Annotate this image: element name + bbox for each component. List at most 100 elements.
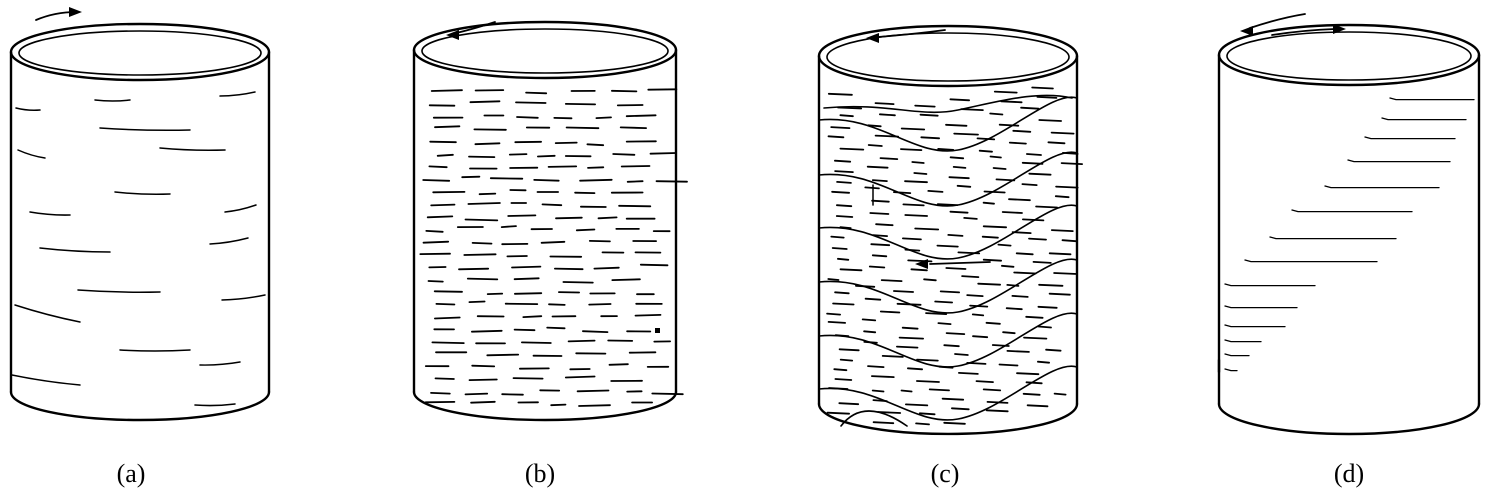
crack-line — [1269, 236, 1397, 240]
cylinder-b — [412, 20, 688, 422]
surface-dash — [1001, 264, 1015, 268]
surface-dash — [425, 229, 444, 233]
surface-streak — [39, 247, 111, 253]
surface-dash — [1023, 336, 1048, 340]
surface-dash — [989, 112, 1004, 116]
surface-dash — [880, 279, 903, 283]
surface-dash — [1038, 283, 1064, 287]
caption-a: (a) — [117, 459, 146, 488]
surface-dash — [945, 123, 968, 127]
ink-speck — [655, 328, 660, 333]
surface-streak — [219, 91, 256, 97]
rotation-arrowhead — [446, 30, 459, 40]
surface-dash — [537, 154, 556, 158]
crack-line — [1364, 136, 1456, 140]
surface-dash — [513, 277, 540, 281]
surface-dash — [466, 277, 499, 281]
surface-dash — [1026, 404, 1049, 408]
surface-dash — [928, 388, 950, 392]
surface-dash — [916, 380, 940, 383]
surface-dash — [464, 218, 499, 222]
surface-dash — [982, 388, 1002, 392]
surface-dash — [547, 165, 578, 168]
surface-streak — [209, 237, 249, 245]
surface-dash — [422, 240, 450, 244]
surface-streak — [14, 304, 81, 323]
surface-dash — [1036, 96, 1058, 99]
surface-dash — [620, 165, 651, 168]
surface-dash — [900, 148, 923, 152]
cylinder-inner-rim — [18, 30, 262, 76]
surface-dash — [826, 411, 850, 415]
surface-dash — [855, 284, 876, 288]
surface-dash — [1022, 218, 1045, 222]
rotation-arrowhead — [69, 7, 82, 17]
surface-dash — [839, 114, 854, 118]
surface-dash — [1020, 106, 1040, 110]
surface-dash — [515, 101, 547, 104]
surface-dash — [428, 165, 448, 169]
surface-streak — [114, 191, 171, 195]
surface-dash — [562, 281, 594, 284]
surface-dash — [839, 268, 863, 272]
crack-line — [1324, 185, 1440, 189]
surface-dash — [1015, 252, 1034, 256]
cylinder-top-rim — [9, 22, 271, 82]
surface-dash — [872, 421, 895, 425]
wavy-band — [823, 94, 1073, 114]
surface-dash — [512, 377, 544, 380]
surface-dash — [634, 313, 662, 317]
surface-dash — [969, 304, 989, 308]
surface-dash — [949, 210, 969, 214]
surface-dash — [835, 215, 854, 218]
surface-dash — [1012, 129, 1032, 133]
surface-dash — [433, 290, 463, 293]
surface-dash — [832, 302, 855, 306]
surface-dash — [619, 126, 647, 130]
surface-dash — [872, 399, 888, 403]
crack-line — [1224, 283, 1316, 287]
surface-dash — [1037, 305, 1058, 309]
surface-dash — [947, 233, 964, 237]
surface-dash — [639, 263, 669, 267]
surface-dash — [1008, 141, 1027, 145]
surface-dash — [649, 152, 678, 155]
surface-dash — [871, 179, 888, 183]
surface-dash — [827, 92, 853, 96]
surface-dash — [874, 134, 900, 138]
surface-dash — [982, 258, 1002, 262]
surface-dash — [839, 358, 854, 362]
surface-dash — [993, 90, 1018, 94]
surface-dash — [836, 180, 852, 184]
surface-dash — [957, 251, 981, 255]
surface-dash — [977, 282, 1001, 286]
surface-dash — [540, 240, 566, 244]
surface-dash — [879, 310, 901, 314]
surface-dash — [1022, 392, 1041, 396]
surface-dash — [914, 227, 940, 231]
crack-line — [1224, 368, 1238, 372]
surface-dash — [467, 202, 501, 205]
surface-dash — [981, 235, 999, 239]
surface-dash — [1047, 141, 1066, 145]
surface-dash — [478, 192, 497, 196]
rotation-arrow-left — [1249, 13, 1306, 29]
cylinder-bottom-edge — [817, 402, 1079, 436]
surface-dash — [1045, 348, 1062, 352]
surface-dash — [541, 203, 563, 207]
surface-dash — [436, 153, 454, 157]
surface-dash — [863, 340, 878, 344]
surface-dash — [565, 126, 600, 130]
surface-dash — [949, 98, 970, 102]
surface-dash — [914, 104, 936, 108]
surface-dash — [896, 345, 919, 349]
surface-dash — [838, 348, 860, 352]
surface-dash — [508, 153, 528, 156]
surface-dash — [826, 312, 841, 316]
surface-dash — [941, 397, 965, 401]
surface-dash — [489, 177, 524, 180]
surface-dash — [458, 267, 490, 271]
surface-dash — [938, 365, 954, 369]
surface-dash — [1028, 172, 1052, 176]
surface-dash — [916, 358, 939, 362]
